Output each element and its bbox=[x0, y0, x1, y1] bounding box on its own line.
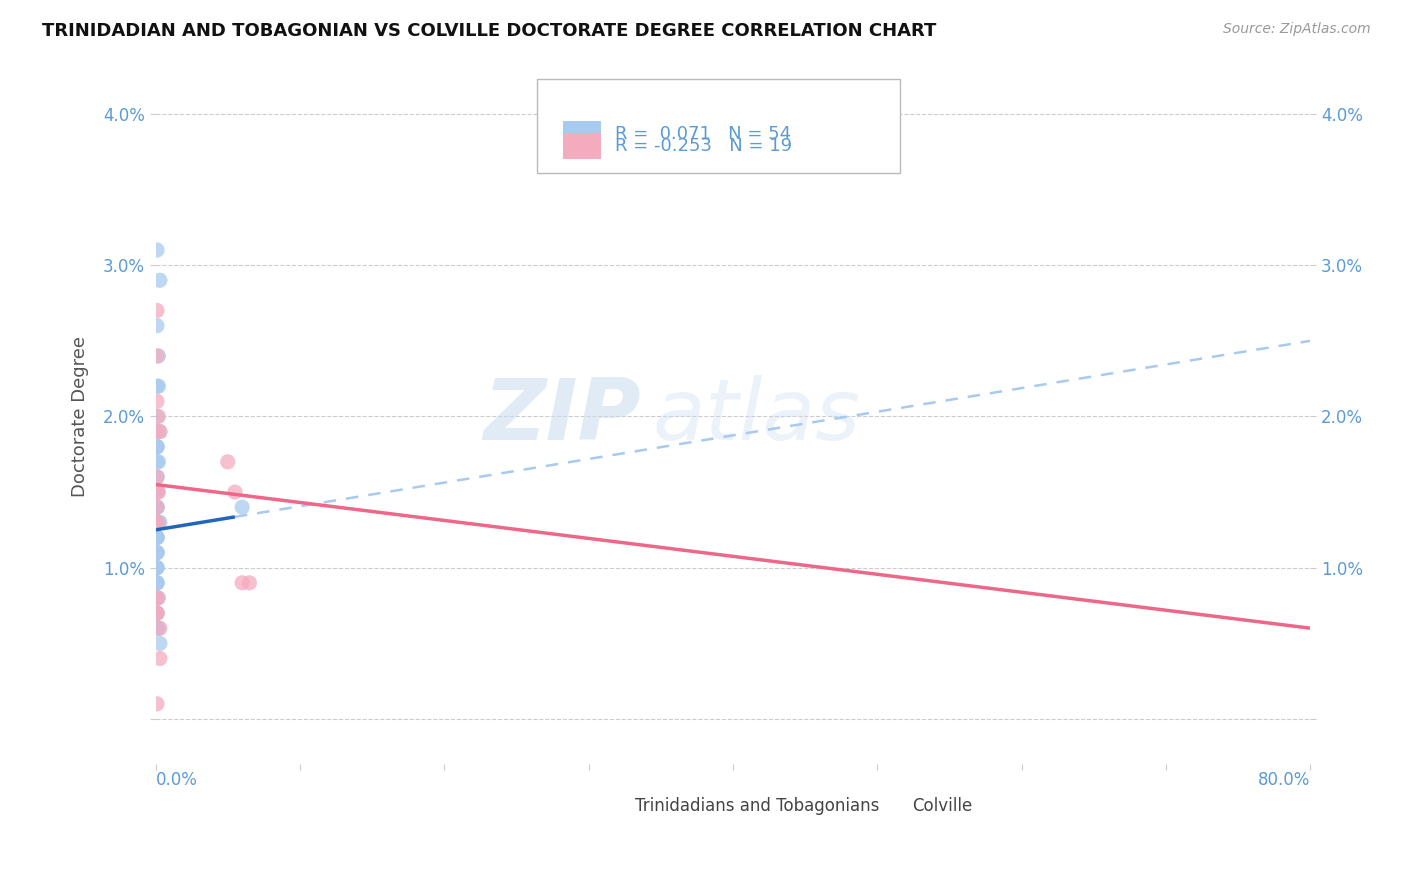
Point bbox=[149, 516, 172, 530]
Point bbox=[148, 516, 170, 530]
Point bbox=[146, 560, 169, 574]
Point bbox=[146, 560, 169, 574]
Point bbox=[217, 455, 239, 469]
Point bbox=[146, 545, 169, 559]
Point bbox=[146, 516, 169, 530]
Point bbox=[146, 516, 169, 530]
Point bbox=[146, 516, 169, 530]
Point bbox=[146, 516, 169, 530]
FancyBboxPatch shape bbox=[564, 133, 602, 159]
Point bbox=[146, 606, 169, 620]
Point bbox=[146, 560, 169, 574]
Point bbox=[146, 621, 169, 635]
Point bbox=[146, 379, 169, 393]
Point bbox=[148, 591, 170, 605]
Text: Colville: Colville bbox=[912, 797, 973, 815]
Point bbox=[146, 485, 169, 500]
Point bbox=[146, 591, 169, 605]
FancyBboxPatch shape bbox=[872, 796, 904, 815]
Point bbox=[146, 545, 169, 559]
Text: Trinidadians and Tobagonians: Trinidadians and Tobagonians bbox=[636, 797, 879, 815]
Point bbox=[146, 697, 169, 711]
Point bbox=[146, 440, 169, 454]
Point bbox=[146, 606, 169, 620]
Point bbox=[148, 455, 170, 469]
Point bbox=[146, 575, 169, 590]
Point bbox=[148, 485, 170, 500]
Text: 80.0%: 80.0% bbox=[1258, 771, 1310, 789]
Point bbox=[146, 500, 169, 515]
Point bbox=[146, 516, 169, 530]
Point bbox=[146, 409, 169, 424]
FancyBboxPatch shape bbox=[537, 79, 900, 173]
Point bbox=[149, 425, 172, 439]
Point bbox=[146, 440, 169, 454]
Point bbox=[148, 349, 170, 363]
Y-axis label: Doctorate Degree: Doctorate Degree bbox=[72, 336, 89, 497]
Text: atlas: atlas bbox=[652, 375, 860, 458]
Point bbox=[148, 409, 170, 424]
Point bbox=[146, 243, 169, 257]
Point bbox=[146, 531, 169, 545]
Point bbox=[149, 273, 172, 287]
Point bbox=[231, 500, 253, 515]
Text: R = -0.253   N = 19: R = -0.253 N = 19 bbox=[616, 136, 793, 154]
Text: ZIP: ZIP bbox=[484, 375, 641, 458]
Point bbox=[146, 500, 169, 515]
Point bbox=[146, 440, 169, 454]
Point bbox=[146, 516, 169, 530]
Point bbox=[146, 591, 169, 605]
Point bbox=[146, 485, 169, 500]
Point bbox=[146, 500, 169, 515]
Point bbox=[146, 531, 169, 545]
Text: 0.0%: 0.0% bbox=[156, 771, 197, 789]
Point bbox=[146, 606, 169, 620]
Point bbox=[231, 575, 253, 590]
Point bbox=[148, 379, 170, 393]
Point bbox=[149, 425, 172, 439]
Point bbox=[146, 500, 169, 515]
Point bbox=[146, 470, 169, 484]
Point bbox=[146, 531, 169, 545]
Point bbox=[146, 394, 169, 409]
Text: Source: ZipAtlas.com: Source: ZipAtlas.com bbox=[1223, 22, 1371, 37]
Point bbox=[146, 303, 169, 318]
FancyBboxPatch shape bbox=[564, 120, 602, 147]
Point bbox=[149, 651, 172, 665]
Point bbox=[146, 621, 169, 635]
Point bbox=[149, 636, 172, 650]
Point bbox=[146, 575, 169, 590]
Point bbox=[146, 318, 169, 333]
FancyBboxPatch shape bbox=[595, 796, 627, 815]
Point bbox=[146, 425, 169, 439]
Point bbox=[146, 470, 169, 484]
Point bbox=[149, 621, 172, 635]
Point bbox=[238, 575, 260, 590]
Point bbox=[146, 606, 169, 620]
Point bbox=[146, 575, 169, 590]
Text: R =  0.071   N = 54: R = 0.071 N = 54 bbox=[616, 125, 792, 143]
Point bbox=[146, 591, 169, 605]
Point bbox=[148, 621, 170, 635]
Point bbox=[146, 500, 169, 515]
Text: TRINIDADIAN AND TOBAGONIAN VS COLVILLE DOCTORATE DEGREE CORRELATION CHART: TRINIDADIAN AND TOBAGONIAN VS COLVILLE D… bbox=[42, 22, 936, 40]
Point bbox=[146, 349, 169, 363]
Point bbox=[146, 455, 169, 469]
Point bbox=[146, 591, 169, 605]
Point bbox=[224, 485, 246, 500]
Point bbox=[146, 485, 169, 500]
Point bbox=[146, 470, 169, 484]
Point bbox=[146, 531, 169, 545]
Point bbox=[146, 425, 169, 439]
Point bbox=[146, 606, 169, 620]
Point bbox=[146, 545, 169, 559]
Point bbox=[146, 485, 169, 500]
Point bbox=[146, 485, 169, 500]
